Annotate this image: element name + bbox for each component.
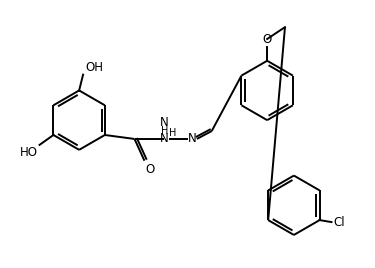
Text: HO: HO (20, 146, 38, 159)
Text: O: O (262, 33, 272, 46)
Text: H: H (160, 126, 168, 136)
Text: Cl: Cl (333, 215, 345, 229)
Text: N: N (160, 132, 169, 146)
Text: N: N (160, 116, 169, 129)
Text: H: H (169, 128, 177, 138)
Text: N: N (188, 132, 196, 146)
Text: OH: OH (85, 61, 103, 74)
Text: O: O (146, 163, 154, 176)
